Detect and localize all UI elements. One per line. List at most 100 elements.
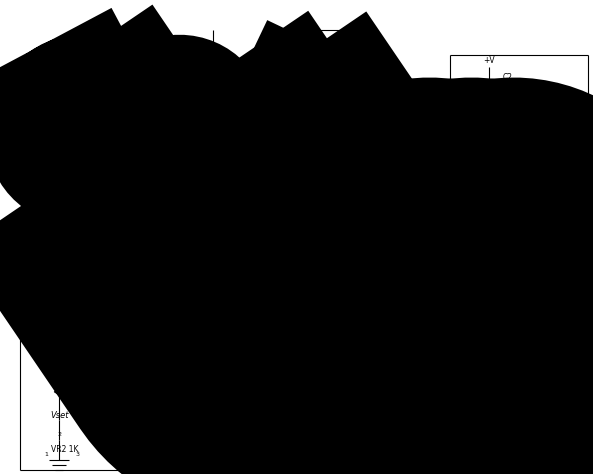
Text: C8: C8 — [46, 111, 56, 120]
Circle shape — [338, 212, 344, 218]
Circle shape — [210, 128, 215, 133]
Circle shape — [349, 388, 353, 392]
Text: R5: R5 — [249, 352, 259, 361]
Text: 10K: 10K — [352, 171, 366, 180]
Text: R7: R7 — [91, 112, 101, 121]
Text: 3: 3 — [145, 356, 148, 362]
Text: 2: 2 — [481, 138, 485, 144]
Text: TL082: TL082 — [311, 184, 332, 190]
Text: LF412: LF412 — [107, 371, 130, 380]
Text: 538K: 538K — [415, 279, 435, 288]
Text: Vww: Vww — [20, 213, 46, 223]
Text: R2: R2 — [475, 181, 485, 190]
Polygon shape — [343, 382, 359, 398]
Text: R4: R4 — [362, 197, 373, 206]
Text: 10K: 10K — [326, 335, 341, 344]
Text: Rfb: Rfb — [404, 252, 417, 261]
Circle shape — [422, 143, 428, 147]
Text: 3: 3 — [481, 117, 485, 121]
Text: G: G — [401, 202, 406, 208]
Text: U1A: U1A — [472, 85, 487, 91]
Text: Q1B: Q1B — [428, 382, 442, 388]
Text: C4: C4 — [173, 210, 183, 219]
Text: Vin: Vin — [20, 137, 38, 147]
Text: 100K: 100K — [145, 108, 165, 117]
Text: R9: R9 — [328, 306, 338, 315]
Text: 10K: 10K — [272, 313, 286, 322]
Text: Rs: Rs — [284, 71, 293, 80]
Text: 150 pf: 150 pf — [208, 442, 231, 448]
Text: D1: D1 — [346, 415, 356, 421]
Circle shape — [353, 267, 358, 273]
Text: 1 uf: 1 uf — [163, 357, 178, 366]
Text: _uf: _uf — [224, 167, 235, 173]
Text: S: S — [401, 222, 406, 228]
Text: 3: 3 — [75, 453, 79, 457]
Text: C5: C5 — [218, 427, 227, 433]
Text: 2: 2 — [58, 432, 61, 438]
Text: 1 uf: 1 uf — [18, 154, 32, 163]
Text: 1 uf: 1 uf — [500, 85, 515, 94]
Text: LF412: LF412 — [365, 354, 386, 360]
Text: 470 uf/25v: 470 uf/25v — [174, 242, 212, 248]
Text: 100: 100 — [281, 83, 296, 92]
Text: U1B: U1B — [314, 174, 329, 180]
Circle shape — [353, 228, 358, 233]
Text: 3: 3 — [181, 117, 185, 123]
Text: U3B: U3B — [368, 342, 383, 348]
Text: _uf: _uf — [390, 153, 401, 162]
Text: 538K: 538K — [358, 224, 377, 233]
Text: VR1: VR1 — [148, 98, 163, 107]
Text: 5: 5 — [359, 322, 363, 328]
Text: -V: -V — [149, 413, 157, 422]
Text: 1 uf: 1 uf — [18, 161, 32, 170]
Text: 47: 47 — [532, 244, 542, 253]
Text: 1N34: 1N34 — [341, 427, 361, 433]
Text: C1: C1 — [391, 127, 401, 136]
Text: S: S — [401, 397, 406, 403]
Text: +V: +V — [148, 330, 159, 339]
Text: R8: R8 — [69, 364, 79, 373]
Text: D: D — [427, 175, 433, 184]
Text: D: D — [427, 344, 433, 353]
Text: C6: C6 — [165, 344, 175, 353]
Text: 1 uf: 1 uf — [163, 389, 178, 398]
Text: 7: 7 — [398, 312, 403, 318]
Text: D: D — [430, 344, 436, 353]
Text: +V: +V — [484, 55, 495, 64]
Text: 100K: 100K — [470, 195, 489, 204]
Text: G: G — [401, 377, 406, 383]
Text: 2: 2 — [145, 379, 148, 383]
Text: Vbias *: Vbias * — [415, 301, 443, 310]
Text: LSK489: LSK489 — [422, 395, 448, 401]
Text: VR2 1K: VR2 1K — [50, 446, 78, 455]
Text: 10K: 10K — [247, 379, 262, 388]
Text: Vref = +0.1 volt DC: Vref = +0.1 volt DC — [227, 459, 297, 465]
Text: R3: R3 — [532, 230, 542, 239]
Text: LSK489: LSK489 — [422, 220, 448, 226]
Text: 10K: 10K — [89, 137, 103, 146]
Text: Vout1: Vout1 — [569, 230, 595, 239]
Text: 1: 1 — [188, 367, 192, 373]
Text: TL082: TL082 — [469, 95, 490, 101]
Text: Vset: Vset — [50, 410, 68, 419]
Text: 1: 1 — [524, 128, 528, 133]
Text: 5: 5 — [302, 154, 307, 158]
Text: U3A: U3A — [111, 357, 127, 366]
Text: -V: -V — [485, 185, 493, 194]
Text: 7: 7 — [346, 143, 350, 147]
Text: R6: R6 — [435, 306, 445, 315]
Text: Q1A: Q1A — [428, 207, 442, 213]
Text: 10K: 10K — [433, 320, 448, 329]
Text: 1: 1 — [44, 453, 49, 457]
Text: R1: R1 — [354, 183, 364, 192]
Text: R10: R10 — [271, 286, 286, 295]
Text: 1 uf: 1 uf — [500, 155, 515, 164]
Text: C3: C3 — [502, 167, 512, 176]
Text: C7: C7 — [165, 401, 175, 410]
Text: 1: 1 — [121, 117, 126, 123]
Text: C_res: C_res — [220, 155, 239, 161]
Text: 6: 6 — [302, 131, 307, 137]
Text: C2: C2 — [502, 73, 512, 82]
Text: Vref = +0.1 volt DC: Vref = +0.1 volt DC — [336, 347, 406, 353]
